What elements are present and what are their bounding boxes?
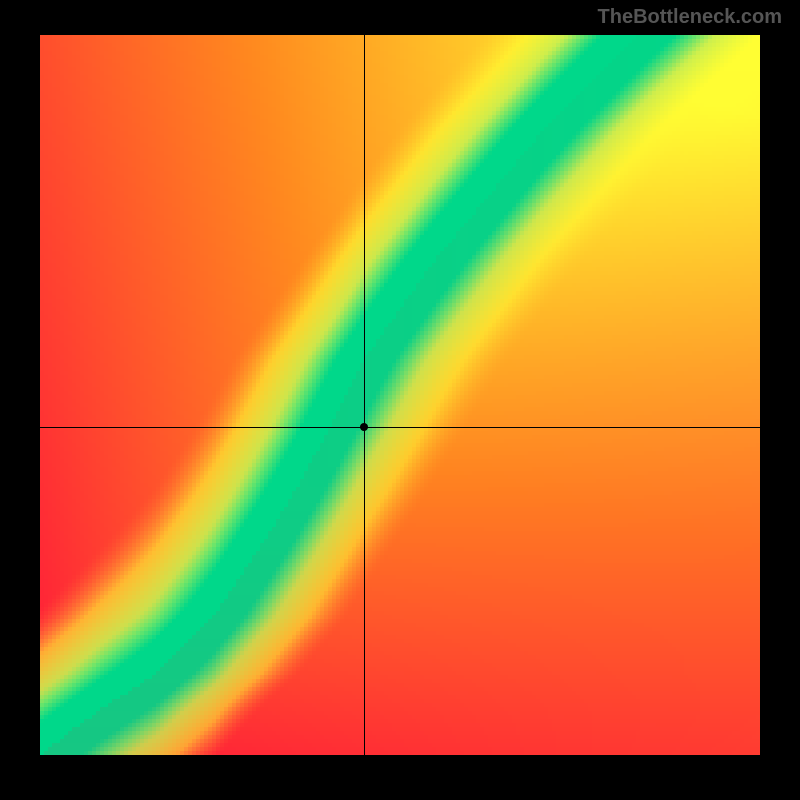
plot-area	[40, 35, 760, 755]
crosshair-vertical	[364, 35, 365, 755]
watermark-text: TheBottleneck.com	[598, 6, 782, 29]
crosshair-dot	[360, 423, 368, 431]
crosshair-horizontal	[40, 427, 760, 428]
bottleneck-heatmap	[40, 35, 760, 755]
chart-container: TheBottleneck.com	[0, 0, 800, 800]
